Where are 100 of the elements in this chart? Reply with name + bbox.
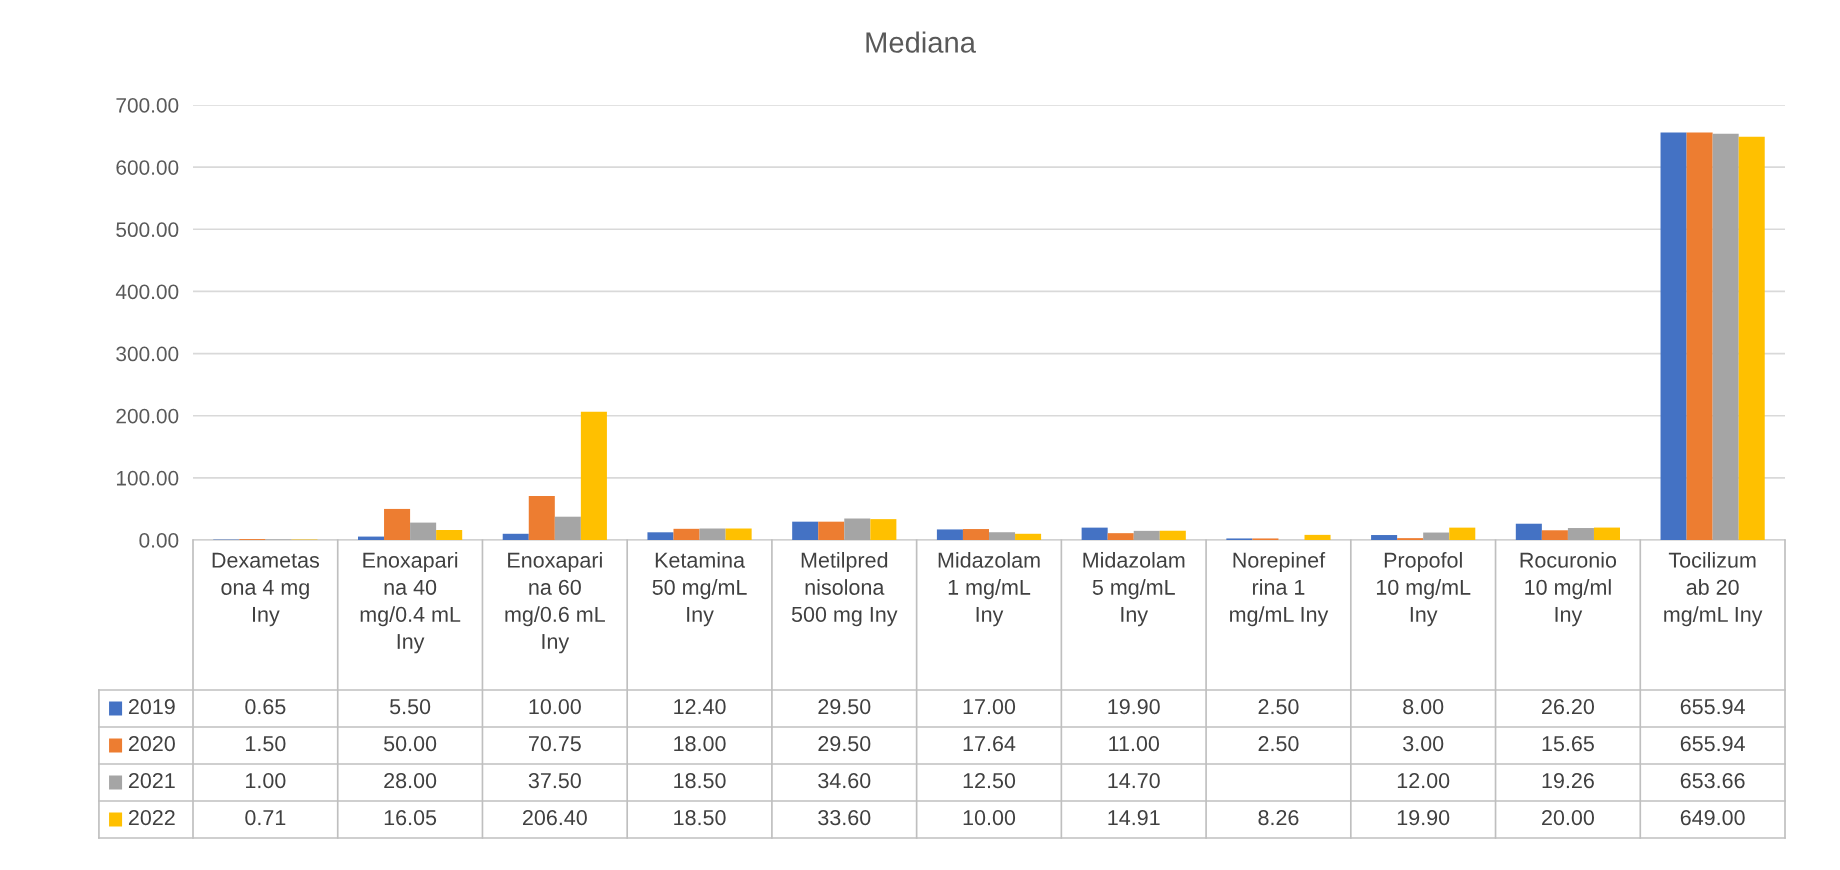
bar	[1515, 523, 1542, 540]
bar	[1304, 534, 1331, 540]
y-tick-label: 200.00	[116, 408, 179, 424]
data-label: 20.00	[1542, 810, 1595, 826]
data-label: 12.40	[674, 699, 726, 715]
data-label: 26.20	[1542, 699, 1595, 715]
y-tick-label: 300.00	[116, 346, 179, 362]
bar	[989, 532, 1016, 540]
data-label: 12.00	[1397, 773, 1450, 789]
chart-title: Mediana	[866, 31, 976, 53]
bar	[844, 518, 871, 540]
data-label: 206.40	[522, 810, 587, 826]
legend-label: 2020	[128, 736, 175, 752]
bar	[1107, 533, 1134, 540]
bar	[673, 528, 700, 540]
data-label: 15.65	[1542, 736, 1594, 752]
data-label: 1.50	[246, 736, 286, 752]
legend-label: 2019	[128, 699, 175, 715]
bar	[384, 508, 411, 540]
bar	[1371, 535, 1398, 540]
legend-label: 2022	[128, 810, 175, 826]
data-label: 0.65	[245, 699, 286, 715]
x-tick-label: Midazolam 1 mg/mL Iny	[938, 552, 1040, 627]
bar	[1423, 532, 1450, 540]
data-label: 16.05	[384, 810, 437, 826]
bar	[870, 519, 897, 540]
x-tick-label: Midazolam 5 mg/mL Iny	[1083, 552, 1185, 627]
data-label: 12.50	[963, 773, 1016, 789]
data-label: 2.50	[1258, 699, 1299, 715]
data-label: 10.00	[963, 810, 1016, 826]
bar	[1712, 133, 1739, 540]
bar	[554, 516, 581, 540]
data-label: 18.50	[674, 773, 726, 789]
data-label: 8.26	[1258, 810, 1299, 826]
data-label: 29.50	[818, 699, 871, 715]
x-tick-label: Metilprednisolona 500 mg Iny	[791, 552, 898, 627]
data-label: 1.00	[246, 773, 286, 789]
data-label: 8.00	[1403, 699, 1444, 715]
bar	[1015, 533, 1042, 540]
y-tick-label: 400.00	[115, 284, 179, 300]
x-tick-label: Tocilizumab 20 mg/mL Iny	[1664, 552, 1763, 627]
bar	[1567, 528, 1594, 540]
data-label: 29.50	[818, 736, 871, 752]
data-label: 19.90	[1108, 699, 1160, 715]
bar	[410, 522, 437, 540]
y-tick-label: 100.00	[116, 470, 179, 486]
data-label: 18.00	[674, 736, 726, 752]
x-tick-label: Dexametasona 4 mg Iny	[212, 552, 320, 627]
bar	[1081, 527, 1108, 540]
data-label: 2.50	[1258, 736, 1299, 752]
bar	[1159, 530, 1186, 540]
data-label: 3.00	[1403, 736, 1444, 752]
bar	[1686, 132, 1713, 540]
bar	[1593, 527, 1621, 540]
data-label: 17.00	[963, 699, 1016, 715]
data-label: 10.00	[529, 699, 581, 715]
bar	[936, 529, 963, 540]
y-tick-label: 0.00	[139, 533, 179, 548]
data-label: 11.00	[1109, 736, 1160, 752]
data-label: 28.00	[384, 773, 437, 789]
data-label: 50.00	[384, 736, 437, 752]
data-label: 14.91	[1108, 810, 1160, 826]
bar	[1660, 132, 1687, 540]
bar	[647, 532, 674, 540]
x-tick-label: Rocuronio 10 mg/ml Iny	[1520, 552, 1617, 627]
data-label: 18.50	[674, 810, 726, 826]
data-label: 17.64	[963, 736, 1016, 752]
legend-label: 2021	[128, 773, 175, 789]
y-tick-label: 500.00	[116, 222, 179, 238]
x-tick-label: Enoxaparina 60 mg/0.6 mL Iny	[505, 552, 605, 654]
data-label: 37.50	[528, 773, 581, 789]
data-label: 34.60	[818, 773, 871, 789]
bar	[1133, 530, 1160, 540]
x-tick-label: Ketamina 50 mg/mL Iny	[652, 552, 747, 627]
bar	[436, 530, 463, 540]
bar	[1541, 530, 1568, 540]
data-label: 655.94	[1680, 699, 1745, 715]
bar	[580, 411, 607, 540]
bar	[502, 533, 529, 540]
y-tick-label: 700.00	[116, 98, 179, 113]
data-label: 0.71	[245, 810, 286, 826]
data-label: 14.70	[1108, 773, 1160, 789]
data-label: 653.66	[1680, 773, 1745, 789]
x-tick-label: Enoxaparina 40 mg/0.4 mL Iny	[360, 552, 461, 654]
data-label: 5.50	[390, 699, 431, 715]
data-label: 33.60	[818, 810, 871, 826]
data-label: 19.90	[1397, 810, 1450, 826]
data-label: 649.00	[1680, 810, 1745, 826]
bar	[699, 528, 726, 540]
bar	[818, 521, 845, 540]
bar	[528, 496, 555, 540]
data-label: 70.75	[528, 736, 581, 752]
y-tick-label: 600.00	[116, 160, 179, 175]
data-label: 655.94	[1680, 736, 1745, 752]
bar	[962, 529, 989, 540]
x-tick-label: Norepinefrina 1 mg/mL Iny	[1230, 552, 1329, 627]
data-label: 19.26	[1542, 773, 1594, 789]
bar	[1738, 136, 1765, 540]
bar	[1449, 527, 1476, 540]
x-tick-label: Propofol 10 mg/mL Iny	[1376, 552, 1471, 627]
